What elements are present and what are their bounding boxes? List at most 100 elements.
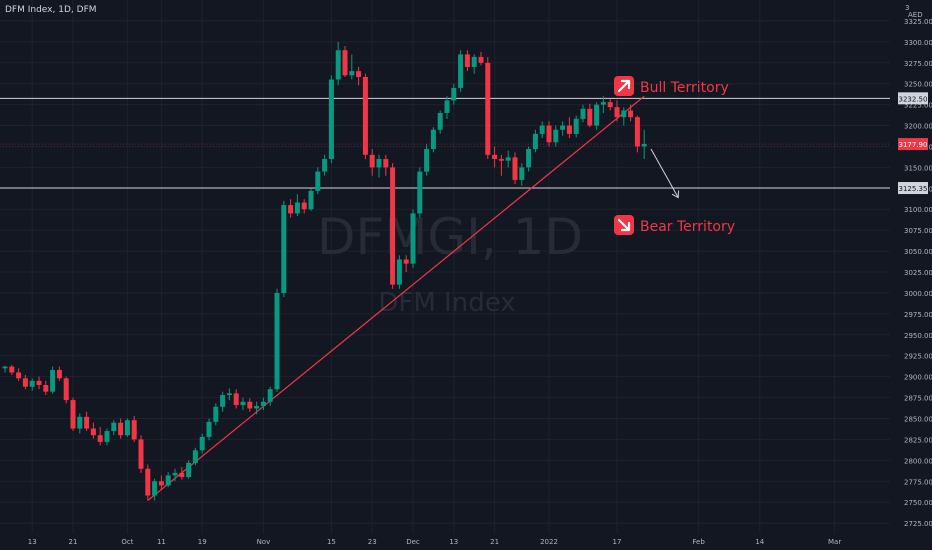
y-tick-label: 2775.00 xyxy=(904,478,932,486)
y-tick-label: 3075.00 xyxy=(904,227,932,235)
last-price-tag xyxy=(898,138,928,151)
candle-body xyxy=(376,159,382,168)
candle-body xyxy=(417,171,423,214)
candle-body xyxy=(260,401,266,406)
header-separator: , xyxy=(70,5,77,15)
x-tick-label: Feb xyxy=(692,538,705,546)
candle-body xyxy=(424,148,430,172)
candle-body xyxy=(464,54,470,67)
candle-body xyxy=(430,129,436,149)
candle-body xyxy=(437,112,443,130)
candle-body xyxy=(50,369,56,392)
bear-annotation[interactable]: Bear Territory xyxy=(614,215,735,235)
candle-body xyxy=(498,159,504,161)
bull-territory-label: Bull Territory xyxy=(640,80,729,96)
last-price-label: 3177.90 xyxy=(899,141,928,149)
candle-body xyxy=(220,395,226,407)
candle-body xyxy=(458,54,464,88)
projection-line[interactable] xyxy=(650,148,679,198)
candle-body xyxy=(315,171,321,191)
candle-body xyxy=(600,102,606,105)
candle-body xyxy=(369,154,375,168)
candle-body xyxy=(505,157,511,161)
candle-body xyxy=(308,190,314,210)
candle-body xyxy=(621,110,627,118)
y-tick-label: 2975.00 xyxy=(904,311,932,319)
candle-body xyxy=(328,79,334,160)
y-tick-label: 3250.00 xyxy=(904,81,932,89)
candle-body xyxy=(70,400,76,429)
candle-body xyxy=(403,259,409,264)
y-tick-label: 2825.00 xyxy=(904,436,932,444)
candle-body xyxy=(573,118,579,134)
candle-body xyxy=(628,110,634,118)
y-tick-label: 3100.00 xyxy=(904,206,932,214)
watermark-description: DFM Index xyxy=(378,288,515,318)
candle-body xyxy=(349,71,355,76)
trendline-group[interactable] xyxy=(147,95,645,501)
arrow-down-right-icon xyxy=(617,218,631,232)
price-axis[interactable]: 2725.00 2750.00 2775.00 2800.00 2825.00 2850.… xyxy=(890,0,932,550)
y-tick-label: 3000.00 xyxy=(904,290,932,298)
candle-body xyxy=(634,117,640,147)
candle-body xyxy=(111,422,117,432)
x-tick-label: 17 xyxy=(613,538,622,546)
interval: 1D xyxy=(58,5,71,15)
candle-body xyxy=(226,393,232,396)
candle-body xyxy=(587,108,593,126)
candle-body xyxy=(396,259,402,285)
time-axis[interactable]: 13 21 Oct 11 19 Nov 15 23 Dec 13 21 2022 17 Feb 14 Mar xyxy=(28,538,842,546)
level-price-tag xyxy=(898,92,928,105)
x-tick-label: 19 xyxy=(198,538,207,546)
candle-body xyxy=(342,50,348,76)
level-price-label: 3232.50 xyxy=(899,95,928,103)
candle-body xyxy=(22,378,28,387)
x-tick-label: 21 xyxy=(490,538,499,546)
x-tick-label: 13 xyxy=(449,538,458,546)
candle-body xyxy=(641,143,647,147)
level-price-label: 3125.35 xyxy=(899,185,928,193)
y-tick-label: 2725.00 xyxy=(904,520,932,528)
horizontal-lines[interactable] xyxy=(0,97,890,189)
candle-body xyxy=(104,431,110,442)
x-tick-label: 11 xyxy=(157,538,166,546)
candle-body xyxy=(512,157,518,180)
candle-body xyxy=(16,372,22,379)
x-tick-label: 21 xyxy=(69,538,78,546)
candle-body xyxy=(77,416,83,429)
y-tick-label: 3200.00 xyxy=(904,123,932,131)
candle-body xyxy=(410,213,416,264)
trendline[interactable] xyxy=(147,95,645,501)
exchange: DFM xyxy=(76,5,97,15)
candle-body xyxy=(29,380,35,387)
candle-body xyxy=(124,420,130,436)
bear-territory-label: Bear Territory xyxy=(640,219,735,235)
candle-body xyxy=(526,148,532,168)
candle-body xyxy=(192,450,198,463)
arrow-up-right-icon xyxy=(617,79,631,93)
candle-body xyxy=(451,87,457,101)
x-tick-label: Dec xyxy=(406,538,420,546)
candle-body xyxy=(247,401,253,409)
candle-body xyxy=(254,405,260,409)
watermark-symbol: DFMGI, 1D xyxy=(317,208,583,266)
candle-body xyxy=(213,406,219,422)
candle-body xyxy=(322,159,328,172)
currency-label: AED xyxy=(908,11,923,19)
bull-annotation[interactable]: Bull Territory xyxy=(614,76,729,96)
x-tick-label: 13 xyxy=(28,538,37,546)
y-tick-label: 3275.00 xyxy=(904,60,932,68)
watermark: DFMGI, 1D DFM Index xyxy=(317,208,583,318)
candle-body xyxy=(97,435,103,442)
candle-body xyxy=(444,100,450,113)
projection-arrow[interactable] xyxy=(650,148,680,199)
candle-body xyxy=(362,77,368,155)
x-tick-label: 23 xyxy=(368,538,377,546)
candle-body xyxy=(560,125,566,130)
x-tick-label: 15 xyxy=(327,538,336,546)
candle-body xyxy=(485,62,491,155)
candle-body xyxy=(356,71,362,78)
chart-header: DFM Index, 1D, DFM xyxy=(5,5,97,15)
